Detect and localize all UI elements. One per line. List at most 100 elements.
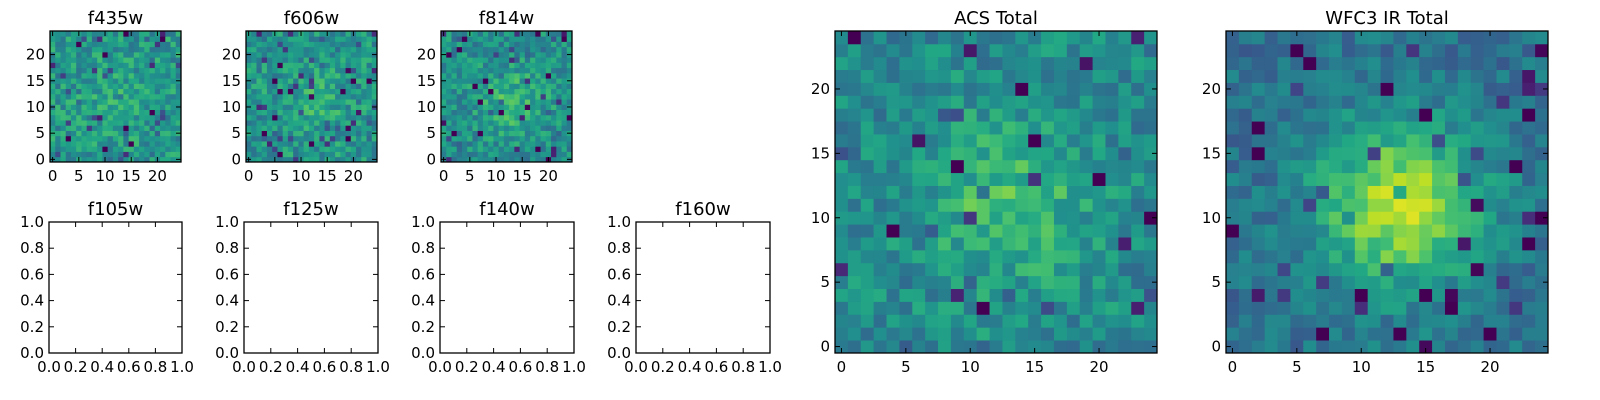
heatmap-cell xyxy=(128,109,135,116)
heatmap-cell xyxy=(86,41,93,48)
heatmap-cell xyxy=(340,141,346,147)
heatmap-cell xyxy=(1066,56,1081,71)
heatmap-cell xyxy=(1483,31,1497,45)
heatmap-cell xyxy=(1303,262,1317,277)
heatmap-cell xyxy=(55,36,61,42)
heatmap-cell xyxy=(118,78,124,84)
heatmap-cell xyxy=(938,82,952,96)
y-tick-label: 1.0 xyxy=(215,213,239,231)
heatmap-cell xyxy=(144,51,150,58)
heatmap-cell xyxy=(1496,275,1510,289)
heatmap-cell xyxy=(97,93,103,100)
heatmap-cell xyxy=(477,83,484,90)
heatmap-cell xyxy=(566,120,573,126)
heatmap-cell xyxy=(989,95,1003,109)
heatmap-cell xyxy=(1277,108,1291,122)
axes-frame xyxy=(1225,30,1549,354)
heatmap-cell xyxy=(170,135,177,142)
heatmap-cell xyxy=(1251,237,1266,251)
heatmap-cell xyxy=(356,99,362,105)
heatmap-cell xyxy=(835,224,849,238)
heatmap-cell xyxy=(133,104,140,110)
heatmap-cell xyxy=(835,108,849,122)
heatmap-cell xyxy=(345,120,352,126)
heatmap-cell xyxy=(149,120,156,126)
heatmap-cell xyxy=(251,62,257,69)
heatmap-cell xyxy=(451,125,458,131)
heatmap-cell xyxy=(1496,198,1510,212)
heatmap-cell xyxy=(461,135,468,142)
heatmap-cell xyxy=(477,88,484,95)
heatmap-cell xyxy=(556,41,562,48)
heatmap-cell xyxy=(251,67,257,74)
heatmap-cell xyxy=(1483,198,1497,212)
heatmap-cell xyxy=(350,135,357,142)
heatmap-cell xyxy=(482,99,489,105)
x-tick-label: 0.0 xyxy=(624,358,648,376)
heatmap-cell xyxy=(324,41,331,48)
heatmap-cell xyxy=(55,125,61,131)
heatmap-cell xyxy=(165,114,171,121)
heatmap-cell xyxy=(144,72,150,79)
heatmap-cell xyxy=(1226,288,1240,302)
heatmap-cell xyxy=(366,31,373,37)
heatmap-cell xyxy=(1509,224,1523,238)
heatmap-cell xyxy=(1419,314,1433,328)
heatmap-cell xyxy=(102,130,109,137)
heatmap-cell xyxy=(1483,108,1497,122)
heatmap-cell xyxy=(556,57,562,63)
heatmap-cell xyxy=(154,41,161,48)
heatmap-cell xyxy=(272,51,278,58)
heatmap-cell xyxy=(1393,340,1407,354)
heatmap-cell xyxy=(514,141,520,147)
heatmap-cell xyxy=(1290,275,1304,289)
heatmap-cell xyxy=(524,88,531,95)
heatmap-cell xyxy=(456,72,463,79)
heatmap-cell xyxy=(261,36,268,42)
heatmap-cell xyxy=(1053,134,1068,148)
heatmap-cell xyxy=(1226,185,1240,199)
heatmap-cell xyxy=(451,31,458,37)
heatmap-cell xyxy=(1470,301,1484,315)
heatmap-cell xyxy=(97,146,103,152)
heatmap-cell xyxy=(1118,159,1132,174)
heatmap-cell xyxy=(1432,262,1446,277)
heatmap-cell xyxy=(165,83,171,90)
heatmap-cell xyxy=(477,104,484,110)
heatmap-cell xyxy=(1079,172,1093,186)
heatmap-cell xyxy=(319,31,325,37)
heatmap-cell xyxy=(133,125,140,131)
heatmap-cell xyxy=(1079,211,1093,225)
heatmap-cell xyxy=(1041,82,1055,96)
heatmap-cell xyxy=(165,72,171,79)
heatmap-cell xyxy=(76,57,82,63)
heatmap-cell xyxy=(1041,327,1055,341)
heatmap-cell xyxy=(356,93,362,100)
heatmap-cell xyxy=(1053,224,1068,238)
heatmap-cell xyxy=(1226,31,1240,45)
heatmap-cell xyxy=(1290,198,1304,212)
heatmap-cell xyxy=(1303,31,1317,45)
heatmap-cell xyxy=(1028,327,1042,341)
heatmap-cell xyxy=(530,93,536,100)
heatmap-cell xyxy=(886,69,900,83)
heatmap-cell xyxy=(1041,198,1055,212)
heatmap-cell xyxy=(246,120,252,126)
heatmap-cell xyxy=(175,135,182,142)
heatmap-cell xyxy=(266,88,273,95)
heatmap-cell xyxy=(97,151,103,158)
heatmap-cell xyxy=(860,69,875,83)
heatmap-cell xyxy=(1393,82,1407,96)
heatmap-cell xyxy=(298,46,305,53)
heatmap-cell xyxy=(165,31,171,37)
heatmap-cell xyxy=(86,114,93,121)
heatmap-cell xyxy=(1406,159,1420,174)
heatmap-cell xyxy=(160,67,166,74)
heatmap-cell xyxy=(1393,56,1407,71)
heatmap-cell xyxy=(503,130,510,137)
heatmap-cell xyxy=(524,41,531,48)
heatmap-cell xyxy=(256,120,263,126)
heatmap-cell xyxy=(1303,82,1317,96)
heatmap-cell xyxy=(107,41,114,48)
